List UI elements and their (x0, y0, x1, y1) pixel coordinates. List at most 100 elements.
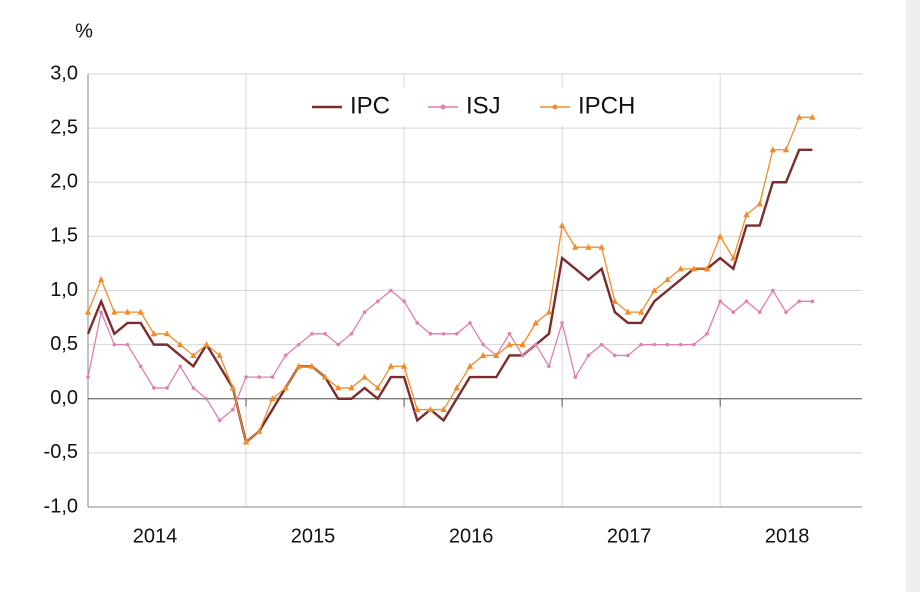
marker (744, 299, 749, 304)
marker (217, 418, 222, 423)
marker (414, 406, 421, 413)
marker (637, 308, 645, 315)
marker (771, 288, 775, 293)
marker (203, 341, 210, 348)
marker (375, 299, 380, 304)
y-tick-label: 2,0 (50, 171, 78, 193)
marker (585, 243, 592, 250)
marker (558, 222, 566, 229)
marker (599, 342, 604, 347)
legend-box (300, 88, 668, 126)
marker (441, 332, 446, 336)
y-tick-label: 0,5 (50, 333, 78, 355)
marker (560, 321, 564, 325)
marker (244, 375, 248, 379)
marker (479, 351, 487, 358)
marker (256, 427, 263, 434)
marker (586, 353, 591, 358)
series-line (87, 289, 813, 422)
marker (533, 342, 538, 347)
marker (374, 384, 381, 391)
legend-label: IPCH (578, 92, 635, 119)
marker (361, 373, 368, 380)
y-tick-label: -0,5 (44, 441, 78, 463)
marker (466, 362, 474, 369)
marker (690, 265, 698, 272)
marker (112, 342, 117, 347)
marker (572, 243, 579, 250)
marker (150, 330, 158, 337)
marker (703, 265, 711, 272)
marker (665, 342, 670, 347)
marker (573, 375, 578, 379)
x-tick-label: 2016 (449, 525, 494, 547)
marker (730, 254, 737, 261)
marker (757, 310, 762, 314)
marker (308, 362, 316, 369)
marker (664, 276, 671, 283)
marker (323, 332, 327, 336)
marker (86, 375, 90, 379)
marker (336, 342, 341, 347)
marker (782, 146, 790, 153)
marker (718, 299, 722, 304)
marker (296, 342, 301, 347)
marker (651, 287, 658, 293)
marker (639, 342, 643, 347)
marker (204, 396, 209, 401)
marker (231, 407, 235, 412)
x-tick-label: 2017 (607, 525, 652, 547)
y-tick-label: 3,0 (50, 62, 78, 84)
marker (362, 310, 367, 314)
marker (468, 321, 472, 325)
marker (677, 265, 684, 272)
marker (415, 321, 420, 325)
marker (520, 353, 525, 358)
marker (348, 384, 355, 391)
x-tick-label: 2018 (765, 525, 810, 547)
marker (598, 243, 605, 250)
marker (269, 395, 276, 402)
marker (626, 353, 630, 358)
x-tick-label: 2015 (291, 525, 336, 547)
marker (716, 232, 724, 239)
y-tick-label: 0,0 (50, 387, 78, 409)
marker (229, 384, 237, 391)
marker (507, 332, 512, 336)
y-tick-label: 1,5 (50, 225, 78, 247)
marker (493, 351, 500, 358)
marker (152, 386, 156, 390)
marker (532, 319, 539, 326)
marker (731, 310, 736, 314)
marker (111, 308, 118, 315)
marker (453, 384, 460, 391)
legend-marker (440, 104, 446, 110)
marker (652, 342, 657, 347)
marker (481, 342, 485, 347)
marker (784, 310, 788, 314)
marker (797, 299, 801, 304)
marker (321, 373, 329, 380)
marker (178, 364, 182, 369)
marker (125, 342, 130, 347)
marker (387, 362, 395, 369)
marker (400, 362, 408, 369)
y-unit: % (75, 20, 93, 42)
marker (242, 438, 250, 445)
y-tick-label: 2,5 (50, 116, 78, 138)
marker (191, 386, 196, 390)
marker (545, 308, 553, 315)
marker (756, 200, 763, 207)
marker (97, 276, 105, 283)
marker (743, 211, 750, 218)
legend-label: IPC (350, 92, 390, 119)
marker (257, 375, 262, 379)
marker (692, 342, 696, 347)
marker (678, 342, 683, 347)
marker (427, 406, 434, 413)
marker (402, 299, 406, 304)
marker (613, 353, 617, 358)
marker (624, 308, 632, 315)
